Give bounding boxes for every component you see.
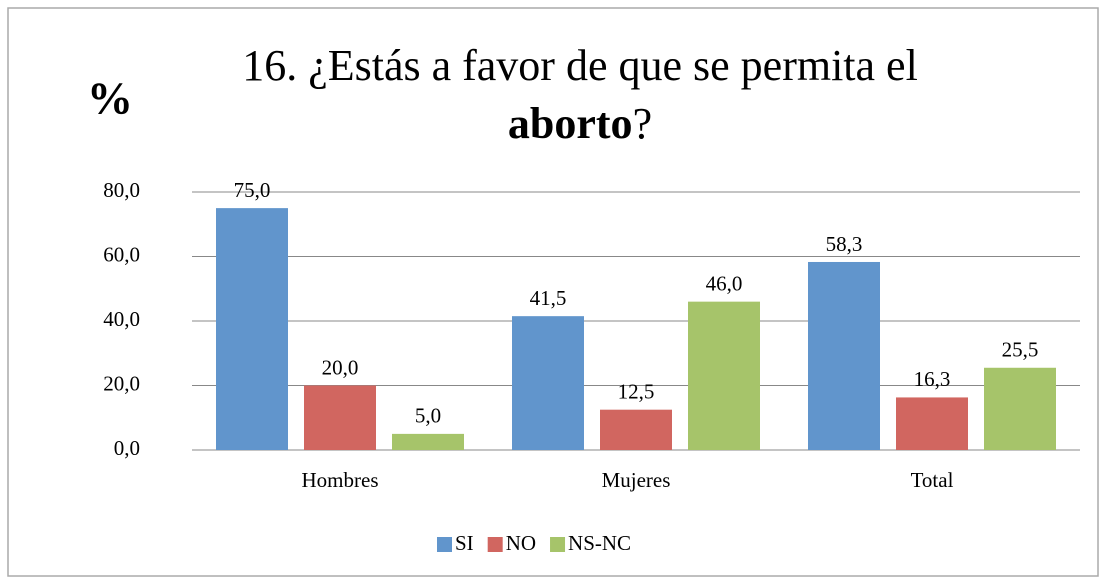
data-label: 12,5	[618, 380, 655, 404]
data-label: 46,0	[706, 271, 743, 295]
x-tick-label: Mujeres	[602, 468, 671, 492]
chart-title-2: aborto?	[508, 99, 652, 148]
chart-title-bold: aborto	[508, 99, 633, 148]
data-label: 20,0	[322, 355, 359, 379]
bar	[808, 261, 880, 450]
x-tick-label: Total	[911, 468, 954, 492]
chart-border	[7, 7, 1099, 577]
y-tick-label: 0,0	[114, 436, 140, 460]
data-label: 16,3	[914, 367, 951, 391]
legend-label: NO	[506, 531, 536, 555]
data-label: 75,0	[234, 178, 271, 202]
chart-title: 16. ¿Estás a favor de que se permita el	[242, 41, 918, 90]
x-tick-label: Hombres	[302, 468, 379, 492]
bar	[216, 208, 288, 450]
legend-label: NS-NC	[568, 531, 631, 555]
chart-title-end: ?	[633, 99, 653, 148]
bar	[688, 301, 760, 450]
legend-label: SI	[455, 531, 474, 555]
data-label: 5,0	[415, 404, 441, 428]
legend-swatch	[487, 537, 503, 552]
bar	[304, 385, 376, 450]
data-label: 25,5	[1002, 338, 1039, 362]
legend-swatch	[550, 537, 566, 552]
y-tick-label: 60,0	[103, 242, 140, 266]
bar	[896, 397, 968, 450]
bar	[392, 433, 464, 450]
bar	[512, 316, 584, 450]
bar	[600, 409, 672, 450]
y-tick-label: 20,0	[103, 371, 140, 395]
y-tick-label: 40,0	[103, 307, 140, 331]
data-label: 58,3	[826, 232, 863, 256]
data-label: 41,5	[530, 286, 567, 310]
y-axis-label: %	[87, 73, 133, 124]
y-tick-label: 80,0	[103, 178, 140, 202]
bar	[984, 367, 1056, 450]
legend-swatch	[437, 537, 452, 552]
